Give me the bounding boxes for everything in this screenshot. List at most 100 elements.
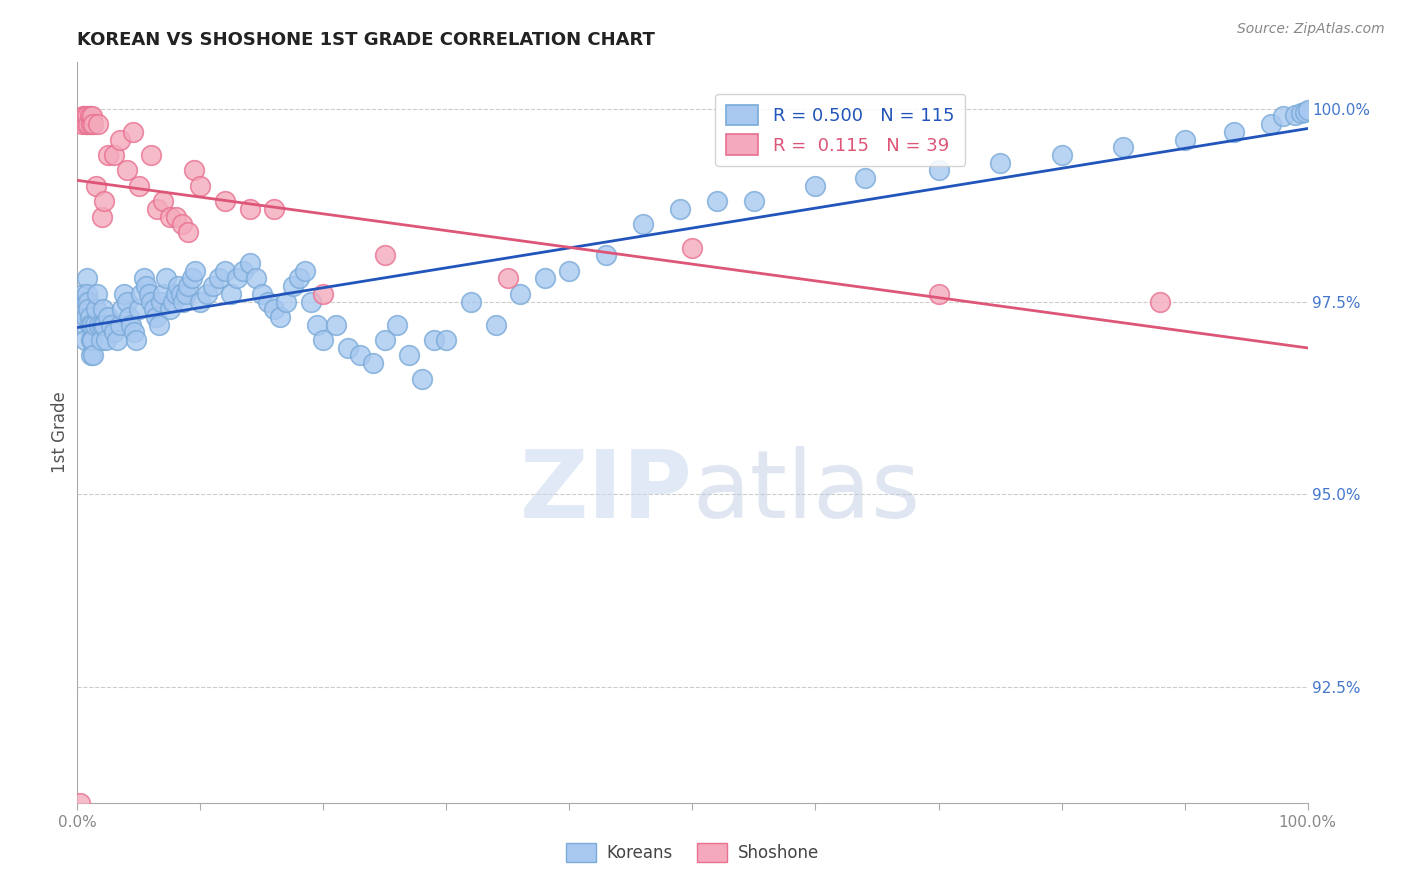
Point bbox=[188, 294, 212, 309]
Point bbox=[361, 356, 384, 370]
Point bbox=[669, 202, 692, 216]
Point bbox=[103, 326, 125, 340]
Point bbox=[110, 318, 132, 332]
Point bbox=[82, 117, 104, 131]
Point bbox=[170, 286, 193, 301]
Point bbox=[141, 148, 163, 162]
Point bbox=[91, 302, 114, 317]
Point bbox=[100, 318, 122, 332]
Point bbox=[188, 178, 212, 193]
Point bbox=[180, 271, 202, 285]
Point bbox=[141, 294, 163, 309]
Point bbox=[436, 333, 458, 347]
Point bbox=[633, 218, 655, 232]
Point bbox=[87, 117, 110, 131]
Point bbox=[337, 341, 360, 355]
Point bbox=[82, 318, 104, 332]
Point bbox=[75, 294, 97, 309]
Point bbox=[214, 194, 236, 209]
Point bbox=[201, 279, 224, 293]
Point bbox=[423, 333, 446, 347]
Point bbox=[77, 117, 100, 131]
Y-axis label: 1st Grade: 1st Grade bbox=[51, 392, 69, 474]
Point bbox=[75, 310, 97, 324]
Point bbox=[112, 286, 135, 301]
Point bbox=[214, 263, 236, 277]
Point bbox=[1296, 103, 1319, 118]
Point bbox=[82, 110, 104, 124]
Point bbox=[93, 194, 115, 209]
Point bbox=[150, 294, 173, 309]
Point bbox=[110, 132, 132, 146]
Point bbox=[165, 210, 187, 224]
Point bbox=[122, 326, 145, 340]
Point bbox=[177, 279, 200, 293]
Point bbox=[69, 796, 91, 810]
Point bbox=[281, 279, 304, 293]
Point bbox=[79, 310, 101, 324]
Point bbox=[73, 110, 96, 124]
Point bbox=[97, 310, 120, 324]
Point bbox=[1291, 105, 1313, 120]
Point bbox=[73, 318, 96, 332]
Point bbox=[93, 318, 115, 332]
Point bbox=[1294, 104, 1316, 119]
Point bbox=[1112, 140, 1135, 154]
Point bbox=[988, 155, 1011, 169]
Point bbox=[263, 302, 285, 317]
Point bbox=[928, 286, 950, 301]
Point bbox=[294, 263, 316, 277]
Point bbox=[82, 349, 104, 363]
Point bbox=[325, 318, 347, 332]
Point bbox=[83, 318, 105, 332]
Point bbox=[132, 271, 155, 285]
Point bbox=[170, 218, 193, 232]
Point bbox=[226, 271, 249, 285]
Point bbox=[257, 294, 280, 309]
Point bbox=[177, 225, 200, 239]
Point bbox=[1149, 294, 1171, 309]
Point bbox=[485, 318, 508, 332]
Point bbox=[89, 318, 111, 332]
Point bbox=[76, 271, 98, 285]
Point bbox=[804, 178, 827, 193]
Point bbox=[129, 286, 153, 301]
Point bbox=[155, 271, 177, 285]
Point bbox=[385, 318, 409, 332]
Point bbox=[411, 371, 433, 385]
Point bbox=[142, 302, 165, 317]
Point bbox=[208, 271, 231, 285]
Point bbox=[79, 110, 101, 124]
Point bbox=[509, 286, 531, 301]
Point bbox=[184, 263, 207, 277]
Point bbox=[76, 110, 98, 124]
Point bbox=[239, 256, 262, 270]
Point bbox=[128, 178, 150, 193]
Text: atlas: atlas bbox=[693, 446, 921, 538]
Point bbox=[128, 302, 150, 317]
Point bbox=[374, 248, 396, 262]
Point bbox=[159, 210, 181, 224]
Point bbox=[853, 171, 876, 186]
Point bbox=[1272, 110, 1295, 124]
Point bbox=[86, 286, 108, 301]
Point bbox=[299, 294, 322, 309]
Point bbox=[80, 349, 103, 363]
Point bbox=[1284, 108, 1306, 122]
Point bbox=[77, 302, 100, 317]
Point bbox=[79, 318, 101, 332]
Point bbox=[77, 294, 100, 309]
Point bbox=[349, 349, 371, 363]
Point bbox=[84, 302, 107, 317]
Point bbox=[374, 333, 396, 347]
Point bbox=[138, 286, 160, 301]
Point bbox=[72, 110, 94, 124]
Point bbox=[312, 333, 335, 347]
Point bbox=[70, 117, 93, 131]
Point bbox=[1260, 117, 1282, 131]
Point bbox=[152, 194, 174, 209]
Point bbox=[1223, 125, 1246, 139]
Text: Source: ZipAtlas.com: Source: ZipAtlas.com bbox=[1237, 22, 1385, 37]
Point bbox=[97, 148, 120, 162]
Point bbox=[307, 318, 329, 332]
